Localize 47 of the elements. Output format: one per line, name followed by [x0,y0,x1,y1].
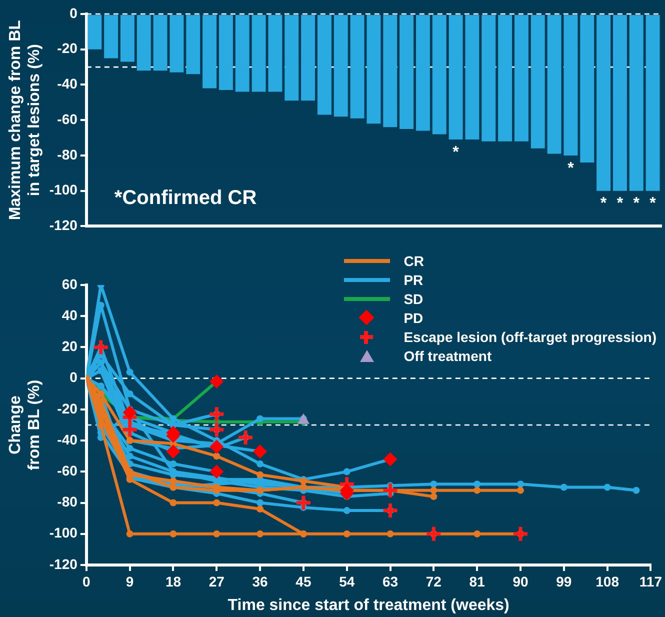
x-tick-label: 99 [556,573,572,590]
y-tick-label: -80 [57,494,78,510]
y-tick-label: -80 [57,146,78,162]
y-tick-label: -60 [57,110,78,127]
y-tick-label: -20 [57,400,78,416]
data-label: * [633,195,640,212]
x-tick-label: 36 [252,573,268,590]
y-tick-label: -100 [49,182,78,198]
legend-label: PD [404,310,424,326]
y-axis-title: Maximum change from BL in target lesions (%) [7,20,44,220]
x-tick-label: 81 [469,573,486,590]
data-label: * [616,195,624,212]
y-tick-label: 0 [70,4,78,21]
y-tick-label: -20 [57,40,78,56]
data-label: * [568,160,575,177]
legend-label: SD [404,290,424,306]
y-tick-label: 0 [70,369,78,386]
data-label: * [600,195,608,212]
x-tick-label: 117 [639,573,662,590]
legend-label: Escape lesion (off-target progression) [404,328,657,344]
annotation: *Confirmed CR [114,187,258,210]
y-tick-label: -100 [49,524,78,541]
x-tick-label: 45 [296,573,312,590]
legend-label: PR [404,272,424,288]
y-axis-title: Change from BL (%) [7,380,44,470]
y-tick-label: 60 [62,276,78,292]
legend-label: Off treatment [404,348,492,364]
y-tick-label: -120 [49,556,78,572]
x-tick-label: 63 [382,573,398,590]
x-tick-label: 108 [596,573,620,590]
x-tick-label: 0 [82,573,91,590]
legend-label: CR [404,252,424,268]
data-label: * [452,144,460,161]
x-tick-label: 90 [512,573,528,590]
x-tick-label: 54 [339,573,355,590]
y-tick-label: 20 [62,338,78,354]
data-label: * [650,195,657,212]
x-tick-label: 72 [426,573,442,590]
y-tick-label: 40 [62,306,78,323]
x-axis-title: Time since start of treatment (weeks) [228,596,510,614]
y-tick-label: -40 [57,431,78,448]
y-tick-label: -120 [49,217,78,234]
y-tick-label: -40 [57,76,78,92]
x-tick-label: 27 [208,573,225,590]
x-tick-label: 9 [126,573,134,590]
y-tick-label: -60 [57,462,78,479]
x-tick-label: 18 [165,573,182,590]
